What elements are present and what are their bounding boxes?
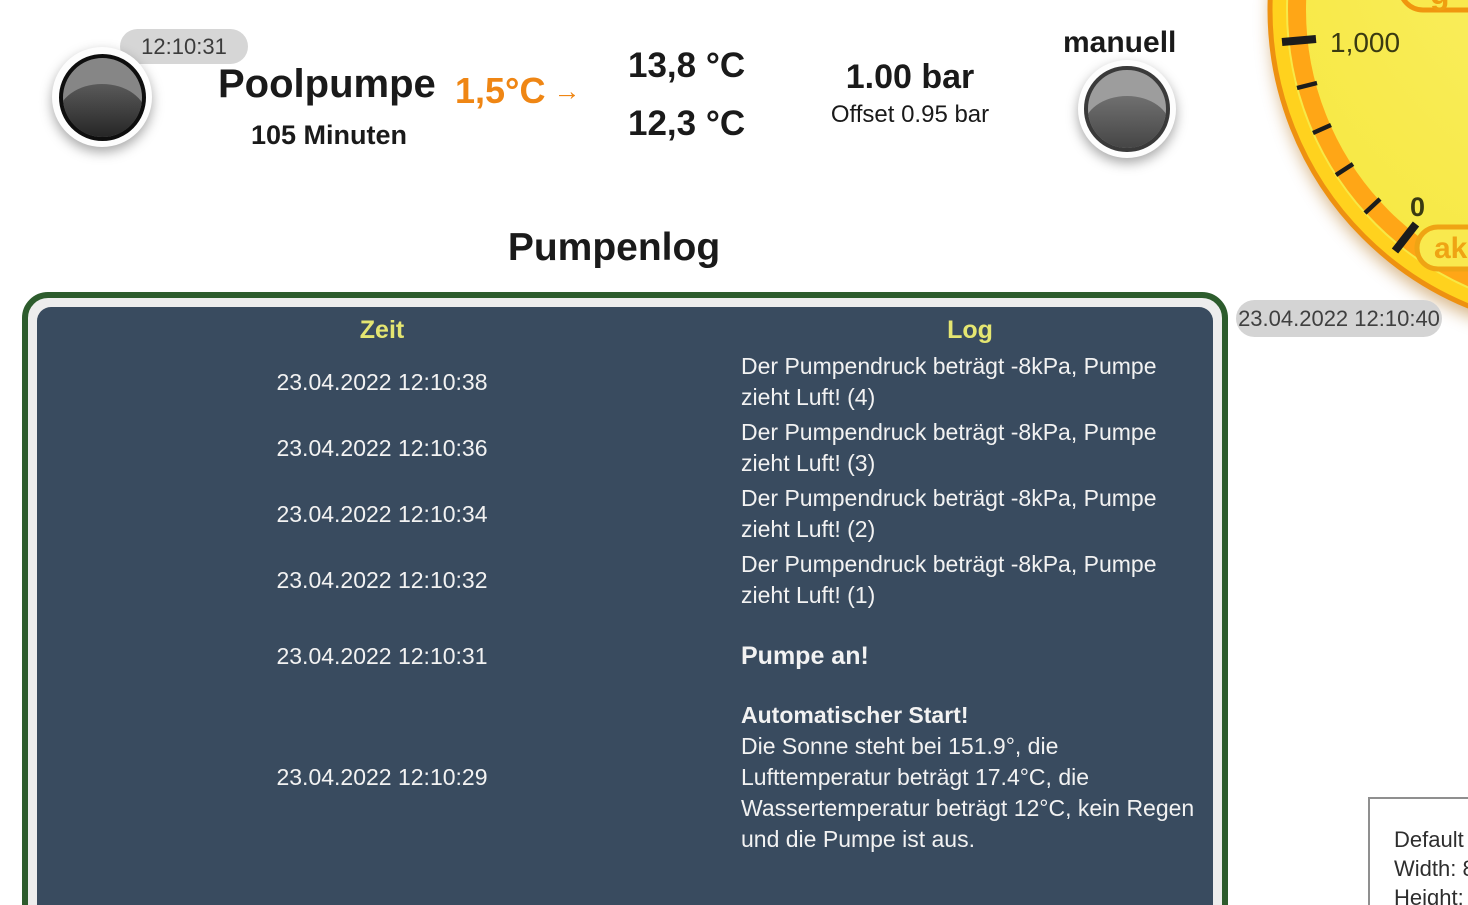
log-message: Pumpe an! (741, 642, 869, 670)
table-row: 23.04.2022 12:10:34 Der Pumpendruck betr… (37, 481, 1213, 547)
pumpenlog-table: Zeit Log 23.04.2022 12:10:38 Der Pumpend… (37, 307, 1213, 905)
table-row: 23.04.2022 12:10:32 Der Pumpendruck betr… (37, 547, 1213, 613)
gauge-min-tick-label: 0 (1410, 192, 1425, 222)
table-row: 23.04.2022 12:10:31 Pumpe an! (37, 627, 1213, 686)
table-row: 23.04.2022 12:10:36 Der Pumpendruck betr… (37, 415, 1213, 481)
log-time: 23.04.2022 12:10:31 (276, 643, 488, 669)
log-time: 23.04.2022 12:10:34 (276, 500, 488, 527)
pumpenlog-title: Pumpenlog (507, 226, 721, 269)
gauge-timestamp-badge: 23.04.2022 12:10:40 (1236, 300, 1442, 337)
temp-delta-text: 1,5°C (455, 70, 546, 111)
sun-gauge: 1,000 0 g ak (1267, 0, 1468, 309)
log-header-row: Zeit Log (37, 311, 1213, 349)
air-temperature-value: 13,8 °C (628, 46, 746, 85)
column-header-zeit: Zeit (359, 315, 405, 344)
pump-power-button[interactable] (52, 47, 152, 147)
log-message: Der Pumpendruck beträgt -8kPa, Pumpe zie… (741, 485, 1157, 542)
gauge-top-label: g (1430, 0, 1450, 11)
runtime-value: 105 Minuten (250, 120, 408, 150)
gauge-top-pill (1401, 0, 1468, 13)
clock-badge: 12:10:31 (120, 29, 248, 64)
gauge-max-tick-label: 1,000 (1330, 27, 1400, 58)
water-temperature-value: 12,3 °C (628, 104, 746, 143)
column-header-log: Log (947, 315, 993, 344)
pressure-value: 1.00 bar (845, 58, 975, 96)
log-time: 23.04.2022 12:10:32 (276, 566, 488, 593)
log-message-title: Automatischer Start! (741, 702, 969, 728)
log-message: Automatischer Start! Die Sonne steht bei… (727, 700, 1213, 855)
pressure-offset-value: Offset 0.95 bar (830, 101, 990, 128)
gauge-face (1286, 0, 1468, 289)
log-time: 23.04.2022 12:10:29 (276, 764, 488, 790)
log-message: Der Pumpendruck beträgt -8kPa, Pumpe zie… (741, 353, 1157, 410)
info-line: Width: 8 (1394, 856, 1468, 881)
default-size-info-box: Default v Width: 8 Height: 1 (1368, 797, 1468, 905)
table-row: 23.04.2022 12:10:38 Der Pumpendruck betr… (37, 349, 1213, 415)
manual-mode-button[interactable] (1078, 60, 1176, 158)
mode-label: manuell (1063, 26, 1177, 59)
log-time: 23.04.2022 12:10:36 (276, 434, 488, 461)
temp-delta-value: 1,5°C → (455, 70, 580, 112)
pump-power-knob-icon (58, 53, 146, 141)
info-line: Default v (1394, 827, 1468, 852)
aktuell-button[interactable] (1414, 224, 1468, 272)
log-time: 23.04.2022 12:10:38 (276, 368, 488, 395)
table-row: 23.04.2022 12:10:29 Automatischer Start!… (37, 686, 1213, 857)
log-message: Der Pumpendruck beträgt -8kPa, Pumpe zie… (741, 419, 1157, 476)
log-message-body: Die Sonne steht bei 151.9°, die Lufttemp… (741, 733, 1195, 852)
aktuell-button-label: ak (1434, 232, 1468, 265)
log-message: Der Pumpendruck beträgt -8kPa, Pumpe zie… (741, 551, 1157, 608)
manual-mode-knob-icon (1084, 66, 1170, 152)
page-title: Poolpumpe (218, 62, 436, 106)
arrow-right-icon: → (553, 76, 581, 106)
pumpenlog-panel: Zeit Log 23.04.2022 12:10:38 Der Pumpend… (22, 292, 1228, 905)
gauge-scale-arc (1288, 0, 1468, 287)
gauge-ticks (1281, 35, 1420, 254)
info-line: Height: 1 (1394, 885, 1468, 905)
